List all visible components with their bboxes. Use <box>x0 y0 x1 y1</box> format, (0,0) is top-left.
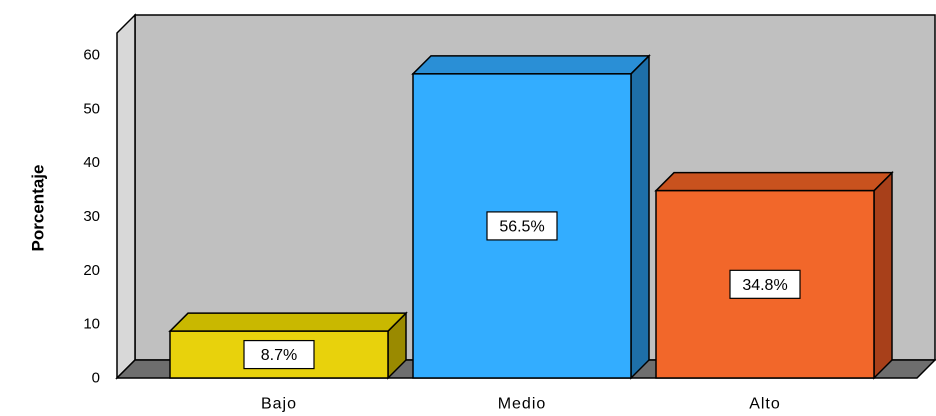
data-label-box <box>243 339 315 370</box>
data-label: 56.5% <box>499 218 544 235</box>
y-axis: 0 10 20 30 40 50 60 <box>83 47 100 387</box>
y-tick-label: 0 <box>92 370 100 387</box>
bars: 8.7% 56.5% 34.8% <box>168 54 894 380</box>
y-tick-label: 20 <box>83 262 100 279</box>
bar-side-face <box>873 170 893 380</box>
y-tick-label: 40 <box>83 154 100 171</box>
bar-top-face <box>411 55 651 75</box>
x-tick-label: Medio <box>498 396 547 413</box>
y-tick-label: 30 <box>83 208 100 225</box>
bar-bajo: 8.7% <box>168 311 408 380</box>
y-tick-label: 50 <box>83 100 100 117</box>
y-tick-label: 10 <box>83 316 100 333</box>
bar-side-face <box>630 54 650 380</box>
x-tick-label: Bajo <box>261 396 297 413</box>
y-tick-label: 60 <box>83 47 100 64</box>
bar-medio: 56.5% <box>411 54 651 380</box>
data-label: 34.8% <box>742 277 787 294</box>
bar-top-face <box>168 312 408 332</box>
bar-top-face <box>654 171 894 192</box>
y-axis-title: Porcentaje <box>29 165 48 252</box>
x-axis: Bajo Medio Alto <box>261 396 781 413</box>
x-tick-label: Alto <box>749 396 781 413</box>
data-label: 8.7% <box>261 347 297 364</box>
bar-alto: 34.8% <box>654 170 894 380</box>
data-label-box <box>729 269 801 299</box>
left-wall <box>116 13 136 380</box>
data-label-box <box>486 211 558 241</box>
